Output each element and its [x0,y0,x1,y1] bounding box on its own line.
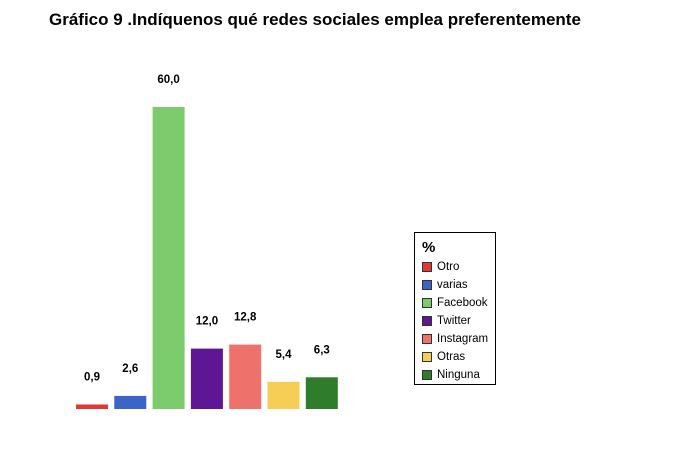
legend-swatch [422,262,432,272]
legend-label: Ninguna [437,369,480,381]
legend-swatch [422,298,432,308]
chart-title: Gráfico 9 .Indíquenos qué redes sociales… [49,10,581,29]
bar-varias [114,395,147,409]
bar-facebook [152,107,185,409]
legend-label: Twitter [437,315,471,327]
legend-swatch [422,352,432,362]
legend-item: Instagram [422,330,495,348]
bar-instagram [229,344,262,409]
data-label-otras: 5,4 [276,349,293,361]
legend-swatch [422,370,432,380]
legend-item: Twitter [422,312,495,330]
legend-item: Ninguna [422,366,495,384]
legend: % Otro varias Facebook Twitter Instagram Otra… [414,232,496,385]
legend-label: Instagram [437,333,489,345]
legend-item: Otras [422,348,495,366]
bar-otro [76,404,108,409]
legend-label: Facebook [437,297,488,309]
bar-twitter [190,348,223,409]
bar-ninguna [305,377,338,409]
legend-swatch [422,334,432,344]
data-label-instagram: 12,8 [234,312,257,324]
data-label-otro: 0,9 [84,371,100,383]
legend-swatch [422,316,432,326]
legend-item: Otro [422,258,495,276]
legend-swatch [422,280,432,290]
data-label-twitter: 12,0 [196,316,218,328]
legend-item: varias [422,276,495,294]
legend-label: Otro [437,261,460,273]
legend-item: Facebook [422,294,495,312]
legend-label: Otras [437,351,466,363]
legend-title: % [422,239,436,256]
bar-otras [267,381,300,409]
data-label-facebook: 60,0 [157,74,179,86]
data-label-varias: 2,6 [122,363,138,375]
data-label-ninguna: 6,3 [314,344,330,356]
legend-label: varias [437,279,468,291]
